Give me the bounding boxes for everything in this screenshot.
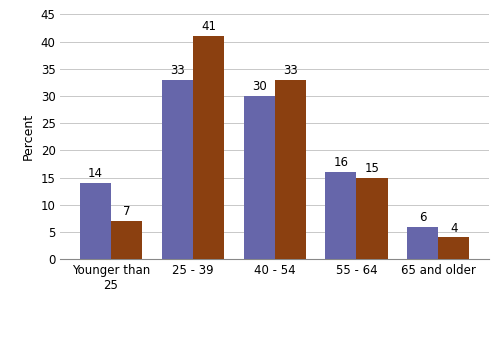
Bar — [275, 80, 306, 259]
Text: 33: 33 — [170, 64, 184, 77]
Bar — [243, 96, 275, 259]
Bar — [356, 177, 388, 259]
Text: 4: 4 — [450, 222, 458, 235]
Y-axis label: Percent: Percent — [22, 113, 35, 160]
Bar — [111, 221, 142, 259]
Text: 7: 7 — [123, 206, 131, 219]
Text: 15: 15 — [364, 162, 380, 175]
Bar — [193, 36, 224, 259]
Text: 16: 16 — [334, 157, 348, 170]
Text: 14: 14 — [88, 167, 103, 180]
Text: 6: 6 — [419, 211, 426, 224]
Text: 41: 41 — [201, 21, 216, 33]
Bar — [438, 238, 469, 259]
Text: 33: 33 — [283, 64, 297, 77]
Bar — [80, 183, 111, 259]
Bar — [162, 80, 193, 259]
Text: 30: 30 — [252, 80, 267, 93]
Bar — [407, 226, 438, 259]
Bar — [326, 172, 356, 259]
